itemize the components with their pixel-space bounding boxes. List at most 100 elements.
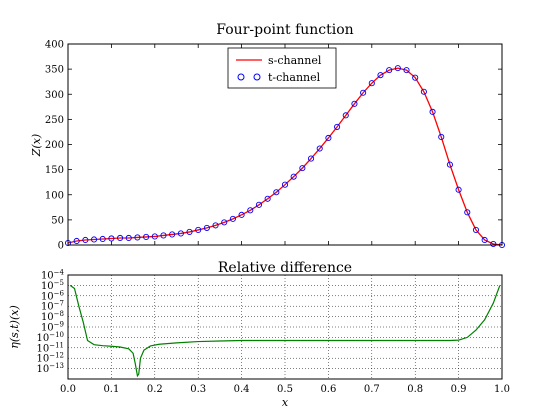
bottom-y-ticks: 10−1310−1210−1110−1010−910−810−710−610−5… — [36, 269, 64, 376]
t-channel-point — [342, 112, 349, 119]
top-y-tick-label: 100 — [45, 190, 64, 201]
t-channel-point — [290, 173, 297, 180]
t-channel-point — [160, 232, 167, 239]
t-channel-point — [177, 230, 184, 237]
top-y-tick-label: 200 — [45, 140, 64, 151]
legend-t-channel-swatch-2 — [253, 73, 261, 81]
bottom-x-tick-label: 0.5 — [277, 384, 293, 395]
legend: s-channel t-channel — [227, 47, 337, 89]
legend-t-channel-label: t-channel — [268, 71, 321, 84]
top-y-tick-label: 350 — [45, 65, 64, 76]
bottom-x-tick-label: 0.7 — [364, 384, 380, 395]
t-channel-point — [334, 123, 341, 130]
t-channel-point — [221, 219, 228, 226]
bottom-axes-frame — [67, 274, 503, 380]
bottom-x-tick-label: 0.1 — [103, 384, 119, 395]
t-channel-point — [307, 155, 315, 162]
t-channel-point — [360, 89, 367, 96]
t-channel-point — [481, 236, 488, 244]
t-channel-point — [108, 235, 115, 242]
top-chart-title: Four-point function — [216, 22, 353, 38]
t-channel-point — [134, 234, 141, 241]
t-channel-point — [186, 228, 193, 235]
bottom-y-tick-label: 10−6 — [41, 289, 65, 302]
t-channel-point — [203, 224, 210, 231]
t-channel-point — [169, 231, 176, 238]
t-channel-point — [368, 80, 375, 87]
t-channel-point — [82, 236, 89, 244]
t-channel-point — [73, 237, 80, 245]
bottom-chart-title: Relative difference — [218, 260, 352, 276]
t-channel-point — [438, 133, 445, 141]
t-channel-point — [386, 67, 393, 74]
bottom-y-tick-label: 10−10 — [36, 331, 64, 344]
bottom-y-tick-label: 10−4 — [41, 269, 65, 282]
top-y-axis-label: Z(x) — [30, 134, 43, 157]
t-channel-point — [464, 209, 471, 216]
top-y-tick-label: 300 — [45, 90, 64, 101]
bottom-x-tick-label: 0.9 — [451, 384, 467, 395]
t-channel-point — [281, 181, 289, 188]
top-y-tick-label: 250 — [45, 115, 64, 126]
bottom-x-tick-label: 0.4 — [234, 384, 250, 395]
t-channel-point — [117, 234, 124, 242]
t-channel-point — [212, 222, 219, 229]
t-channel-point — [472, 226, 480, 233]
bottom-y-tick-label: 10−11 — [36, 341, 64, 354]
t-channel-point — [299, 165, 306, 172]
legend-t-channel-swatch-1 — [237, 73, 245, 81]
top-axes-frame — [67, 43, 503, 246]
t-channel-point — [394, 65, 401, 72]
t-channel-point — [325, 134, 332, 142]
bottom-y-tick-label: 10−13 — [36, 362, 64, 375]
legend-s-channel-label: s-channel — [268, 54, 322, 67]
bottom-grid — [67, 274, 503, 379]
bottom-x-tick-label: 0.2 — [147, 384, 163, 395]
t-channel-point — [455, 186, 462, 193]
top-y-tick-label: 150 — [45, 165, 64, 176]
bottom-x-tick-label: 0.3 — [190, 384, 206, 395]
t-channel-point — [264, 195, 271, 202]
t-channel-point — [446, 161, 453, 168]
bottom-x-tick-label: 0.6 — [320, 384, 336, 395]
bottom-y-tick-label: 10−5 — [41, 279, 64, 292]
bottom-y-tick-label: 10−7 — [41, 300, 64, 313]
s-channel-line — [67, 67, 503, 246]
t-channel-point — [247, 207, 254, 214]
t-channel-point — [143, 233, 150, 241]
legend-box — [227, 47, 337, 89]
top-y-tick-label: 400 — [45, 40, 64, 51]
bottom-y-tick-label: 10−12 — [36, 352, 64, 365]
t-channel-point — [351, 100, 358, 107]
bottom-x-tick-label: 1.0 — [494, 384, 510, 395]
t-channel-point — [316, 145, 323, 152]
t-channel-point — [420, 88, 427, 95]
t-channel-point — [238, 211, 245, 218]
t-channel-point — [125, 234, 132, 242]
bottom-x-ticks: 0.0 0.1 0.2 0.3 0.4 0.5 0.6 0.7 0.8 0.9 1.0 — [60, 384, 510, 395]
t-channel-point — [229, 215, 236, 222]
bottom-y-tick-label: 10−9 — [41, 321, 64, 334]
relative-difference-line — [69, 284, 501, 378]
t-channel-point — [377, 72, 384, 79]
t-channel-point — [151, 233, 158, 240]
bottom-y-axis-label: η(s,t)(x) — [8, 305, 21, 349]
bottom-y-tick-label: 10−8 — [41, 310, 64, 323]
t-channel-point — [255, 201, 263, 208]
top-y-tick-label: 0 — [58, 241, 64, 252]
t-channel-points — [64, 65, 506, 249]
t-channel-point — [403, 67, 410, 74]
t-channel-point — [195, 226, 202, 233]
bottom-x-axis-label: x — [282, 396, 289, 409]
top-plot-area — [64, 65, 506, 249]
t-channel-point — [412, 74, 419, 81]
top-y-tick-label: 50 — [51, 215, 64, 226]
bottom-x-tick-label: 0.8 — [407, 384, 423, 395]
t-channel-point — [90, 236, 98, 243]
t-channel-point — [99, 235, 106, 243]
t-channel-point — [490, 240, 497, 248]
bottom-x-tick-label: 0.0 — [60, 384, 76, 395]
t-channel-point — [429, 108, 436, 115]
t-channel-point — [273, 189, 280, 196]
